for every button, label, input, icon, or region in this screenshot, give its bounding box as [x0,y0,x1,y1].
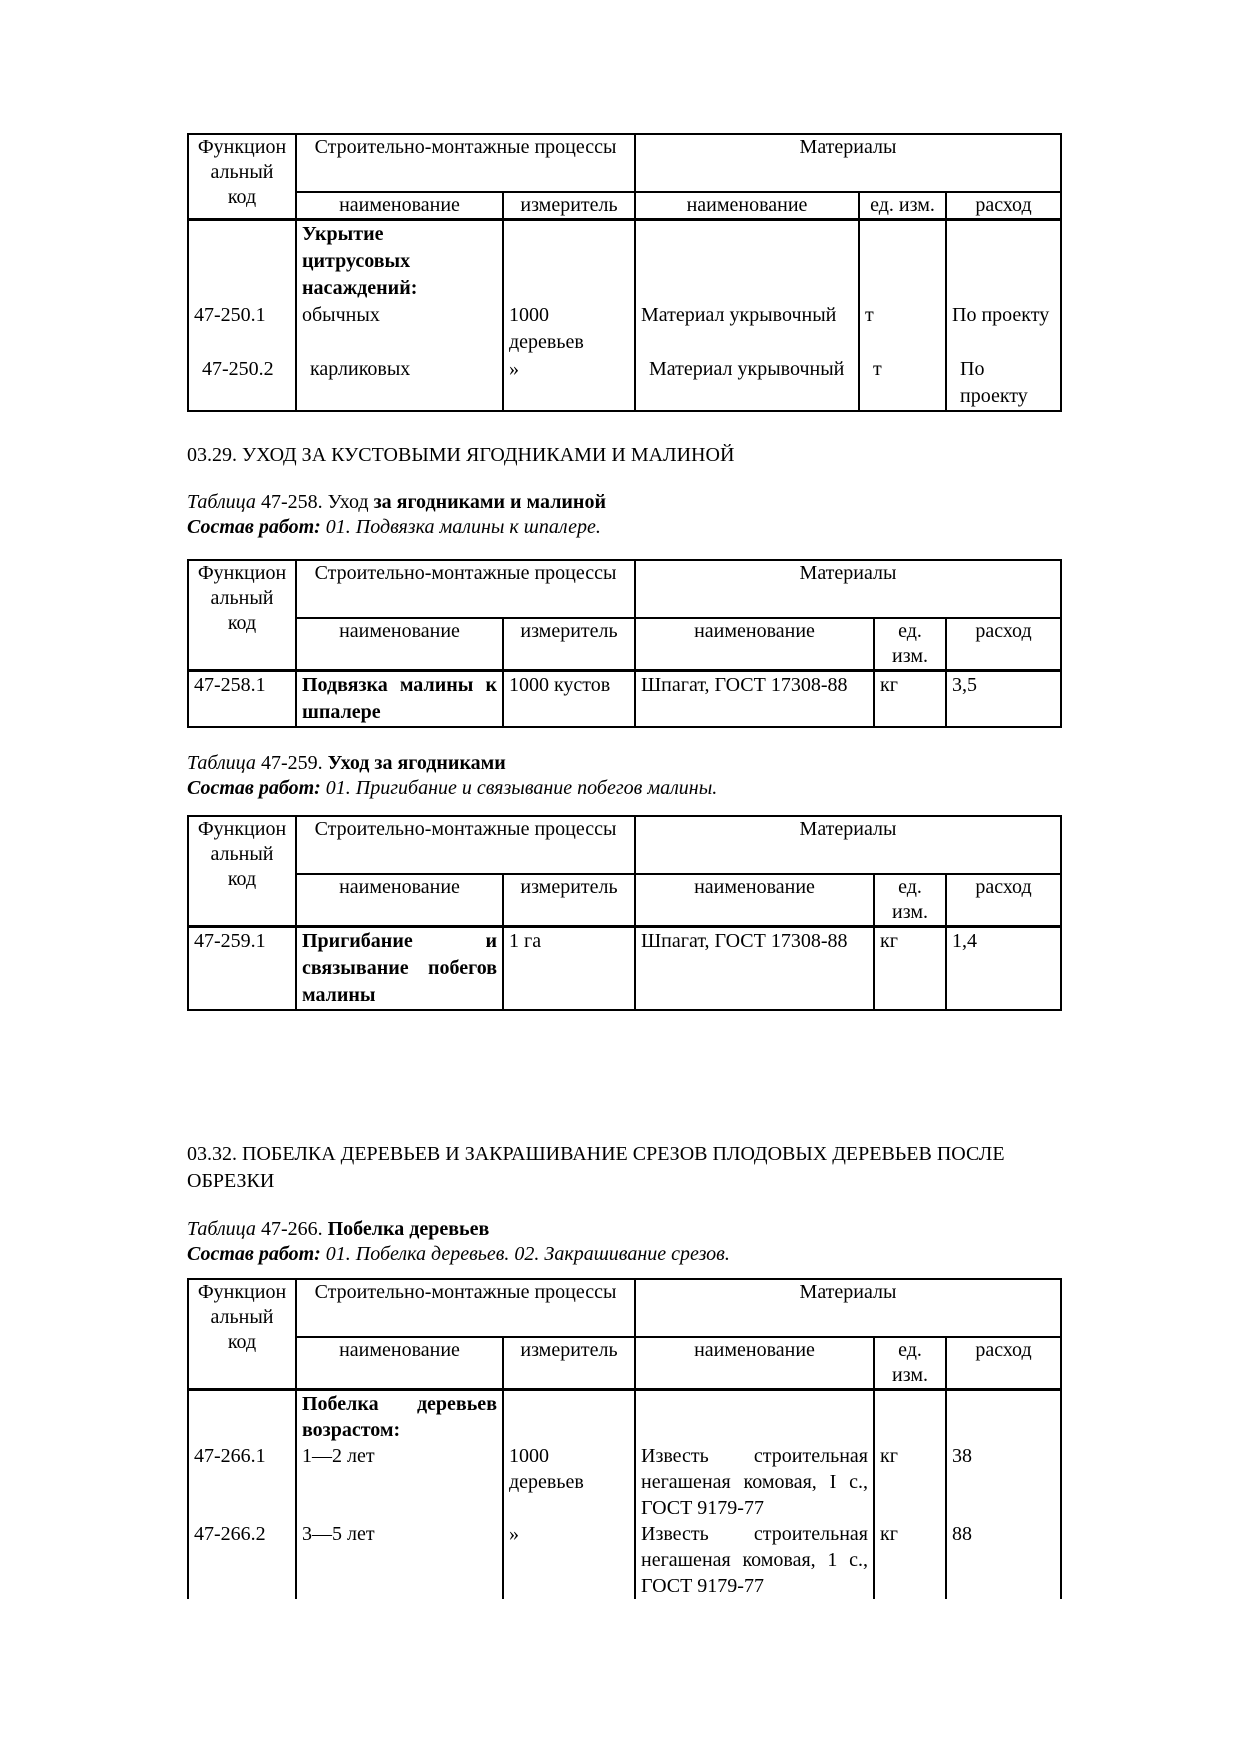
cell-units: т т [858,218,947,412]
cell-material: Шпагат, ГОСТ 17308-88 [634,925,875,1011]
table-header-row-2: наименование измеритель наименование ед.… [188,873,1062,928]
header-col-measure: измеритель [502,873,636,928]
table-body-row: 47-266.1 47-266.2 Побелка деревьев возра… [187,1388,1062,1599]
norm-table-47-250: Функцион альный код Строительно-монтажны… [187,133,1062,412]
table-header-row-2: наименование измеритель наименование ед.… [188,1336,1062,1391]
header-col-consumption: расход [945,1336,1062,1391]
cell-materials: Материал укрывочный Материал укрывочный [634,218,860,412]
section-heading-0329: 03.29. УХОД ЗА КУСТОВЫМИ ЯГОДНИКАМИ И МА… [187,444,735,466]
table-body-row: 47-259.1 Пригибание и связывание побегов… [187,925,1062,1011]
header-col-unit: ед. изм. [873,617,947,672]
cell-func-codes: 47-250.1 47-250.2 [187,218,297,412]
cell-process-names: Укрытие цитрусовых насаждений: обычных к… [295,218,504,412]
table-header-row-2: наименование измеритель наименование ед.… [188,191,1062,221]
table-caption-47-259: Таблица 47-259. Уход за ягодниками [187,752,506,774]
cell-process-name: Пригибание и связывание побегов малины [295,925,504,1011]
cell-func-code: 47-258.1 [187,669,297,728]
cell-func-codes: 47-266.1 47-266.2 [187,1388,297,1599]
header-smp-group: Строительно-монтажные процессы [295,1278,636,1338]
header-col-name: наименование [295,617,504,672]
section-heading-0332: 03.32. ПОБЕЛКА ДЕРЕВЬЕВ И ЗАКРАШИВАНИЕ С… [187,1143,1005,1192]
cell-measures: 1000 деревьев » [502,218,636,412]
table-header-row-2: наименование измеритель наименование ед.… [188,617,1062,672]
cell-measure: 1000 кустов [502,669,636,728]
work-composition-47-258: Состав работ: 01. Подвязка малины к шпал… [187,516,601,538]
table-body-row: 47-250.1 47-250.2 Укрытие цитрусовых нас… [187,218,1062,412]
cell-consumption: 3,5 [945,669,1062,728]
header-functional-code: Функцион альный код [187,133,297,221]
cell-consumptions: 38 88 [945,1388,1062,1599]
header-col-name: наименование [295,873,504,928]
header-col-material-name: наименование [634,617,875,672]
header-materials-group: Материалы [634,815,1062,875]
header-smp-group: Строительно-монтажные процессы [295,133,636,193]
header-col-unit: ед. изм. [873,1336,947,1391]
work-composition-47-266: Состав работ: 01. Побелка деревьев. 02. … [187,1243,730,1265]
table-caption-47-266: Таблица 47-266. Побелка деревьев [187,1218,490,1240]
cell-func-code: 47-259.1 [187,925,297,1011]
header-col-material-name: наименование [634,1336,875,1391]
header-col-measure: измеритель [502,617,636,672]
table-body-row: 47-258.1 Подвязка малины к шпалере 1000 … [187,669,1062,728]
cell-materials: Известь строительная негашеная комовая, … [634,1388,875,1599]
cell-consumption: 1,4 [945,925,1062,1011]
header-col-material-name: наименование [634,873,875,928]
header-col-unit: ед. изм. [873,873,947,928]
header-col-measure: измеритель [502,1336,636,1391]
header-col-name: наименование [295,191,504,221]
cell-process-names: Побелка деревьев возрастом: 1—2 лет 3—5 … [295,1388,504,1599]
document-content: Функцион альный код Строительно-монтажны… [187,0,1079,1599]
header-materials-group: Материалы [634,559,1062,619]
header-materials-group: Материалы [634,133,1062,193]
cell-measures: 1000 деревьев » [502,1388,636,1599]
table-header-row-1: Функцион альный код Строительно-монтажны… [187,559,1062,672]
cell-process-name: Подвязка малины к шпалере [295,669,504,728]
header-smp-group: Строительно-монтажные процессы [295,559,636,619]
table-caption-47-258: Таблица 47-258. Уход за ягодниками и мал… [187,491,606,513]
header-col-measure: измеритель [502,191,636,221]
cell-material: Шпагат, ГОСТ 17308-88 [634,669,875,728]
cell-unit: кг [873,669,947,728]
header-col-name: наименование [295,1336,504,1391]
header-functional-code: Функцион альный код [187,815,297,928]
norm-table-47-266: Функцион альный код Строительно-монтажны… [187,1278,1062,1599]
header-col-consumption: расход [945,191,1062,221]
norm-table-47-258: Функцион альный код Строительно-монтажны… [187,559,1062,728]
header-col-material-name: наименование [634,191,860,221]
header-col-consumption: расход [945,873,1062,928]
header-col-unit: ед. изм. [858,191,947,221]
table-header-row-1: Функцион альный код Строительно-монтажны… [187,1278,1062,1391]
norm-table-47-259: Функцион альный код Строительно-монтажны… [187,815,1062,1011]
header-col-consumption: расход [945,617,1062,672]
cell-measure: 1 га [502,925,636,1011]
work-composition-47-259: Состав работ: 01. Пригибание и связывани… [187,777,718,799]
header-functional-code: Функцион альный код [187,1278,297,1391]
header-functional-code: Функцион альный код [187,559,297,672]
table-header-row-1: Функцион альный код Строительно-монтажны… [187,133,1062,221]
cell-units: кг кг [873,1388,947,1599]
header-smp-group: Строительно-монтажные процессы [295,815,636,875]
cell-consumptions: По проекту По проекту [945,218,1062,412]
table-header-row-1: Функцион альный код Строительно-монтажны… [187,815,1062,928]
header-materials-group: Материалы [634,1278,1062,1338]
cell-unit: кг [873,925,947,1011]
